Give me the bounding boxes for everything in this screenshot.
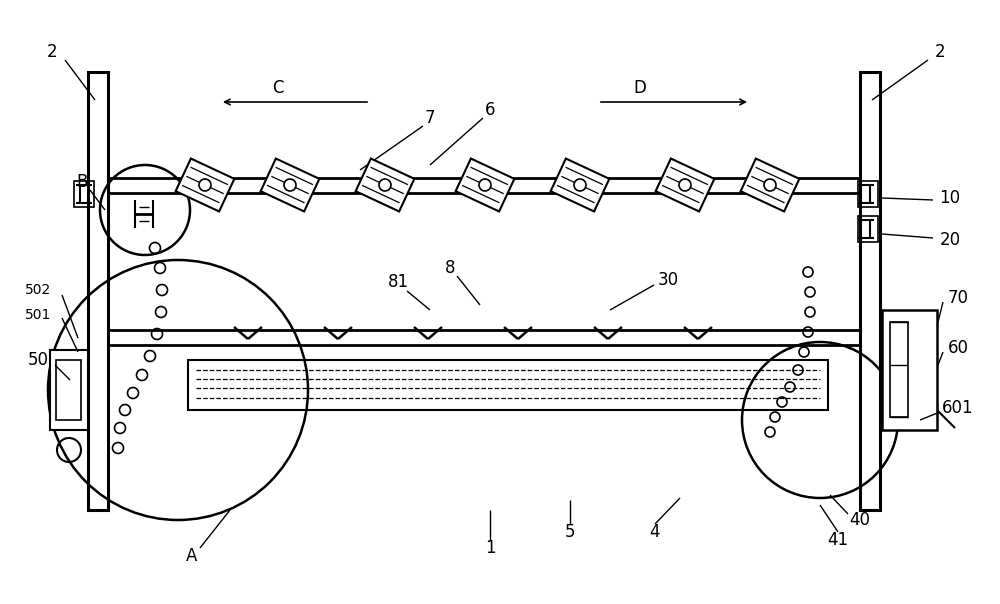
Polygon shape [356,158,414,211]
Text: B: B [76,173,88,191]
Bar [50,350,88,430]
Text: A: A [186,547,198,565]
Text: 60: 60 [948,339,968,357]
Circle shape [764,179,776,191]
Bar [74,181,94,207]
Circle shape [679,179,691,191]
Text: 4: 4 [650,523,660,541]
Bar [88,72,108,510]
Circle shape [379,179,391,191]
Text: 6: 6 [485,101,495,119]
Bar [858,216,878,242]
Circle shape [574,179,586,191]
Circle shape [199,179,211,191]
Bar [860,72,880,510]
Circle shape [479,179,491,191]
Text: 20: 20 [939,231,961,249]
Polygon shape [176,158,234,211]
Polygon shape [656,158,714,211]
Text: 10: 10 [939,189,961,207]
Text: 40: 40 [850,511,870,529]
Text: 7: 7 [425,109,435,127]
Bar [890,322,908,417]
Text: 601: 601 [942,399,974,417]
Text: 81: 81 [387,273,409,291]
Text: 501: 501 [25,308,51,322]
Polygon shape [551,158,609,211]
Text: 70: 70 [948,289,968,307]
Polygon shape [456,158,514,211]
Bar [858,181,878,207]
Text: 2: 2 [935,43,945,61]
Bar [56,360,81,420]
Text: D: D [634,79,646,97]
Text: 1: 1 [485,539,495,557]
Text: 30: 30 [657,271,679,289]
Bar [188,360,828,410]
Polygon shape [261,158,319,211]
Bar [882,310,937,430]
Text: 50: 50 [28,351,48,369]
Text: 2: 2 [47,43,57,61]
Text: 8: 8 [445,259,455,277]
Text: C: C [272,79,284,97]
Text: 41: 41 [827,531,849,549]
Text: 5: 5 [565,523,575,541]
Circle shape [284,179,296,191]
Polygon shape [741,158,799,211]
Text: 502: 502 [25,283,51,297]
